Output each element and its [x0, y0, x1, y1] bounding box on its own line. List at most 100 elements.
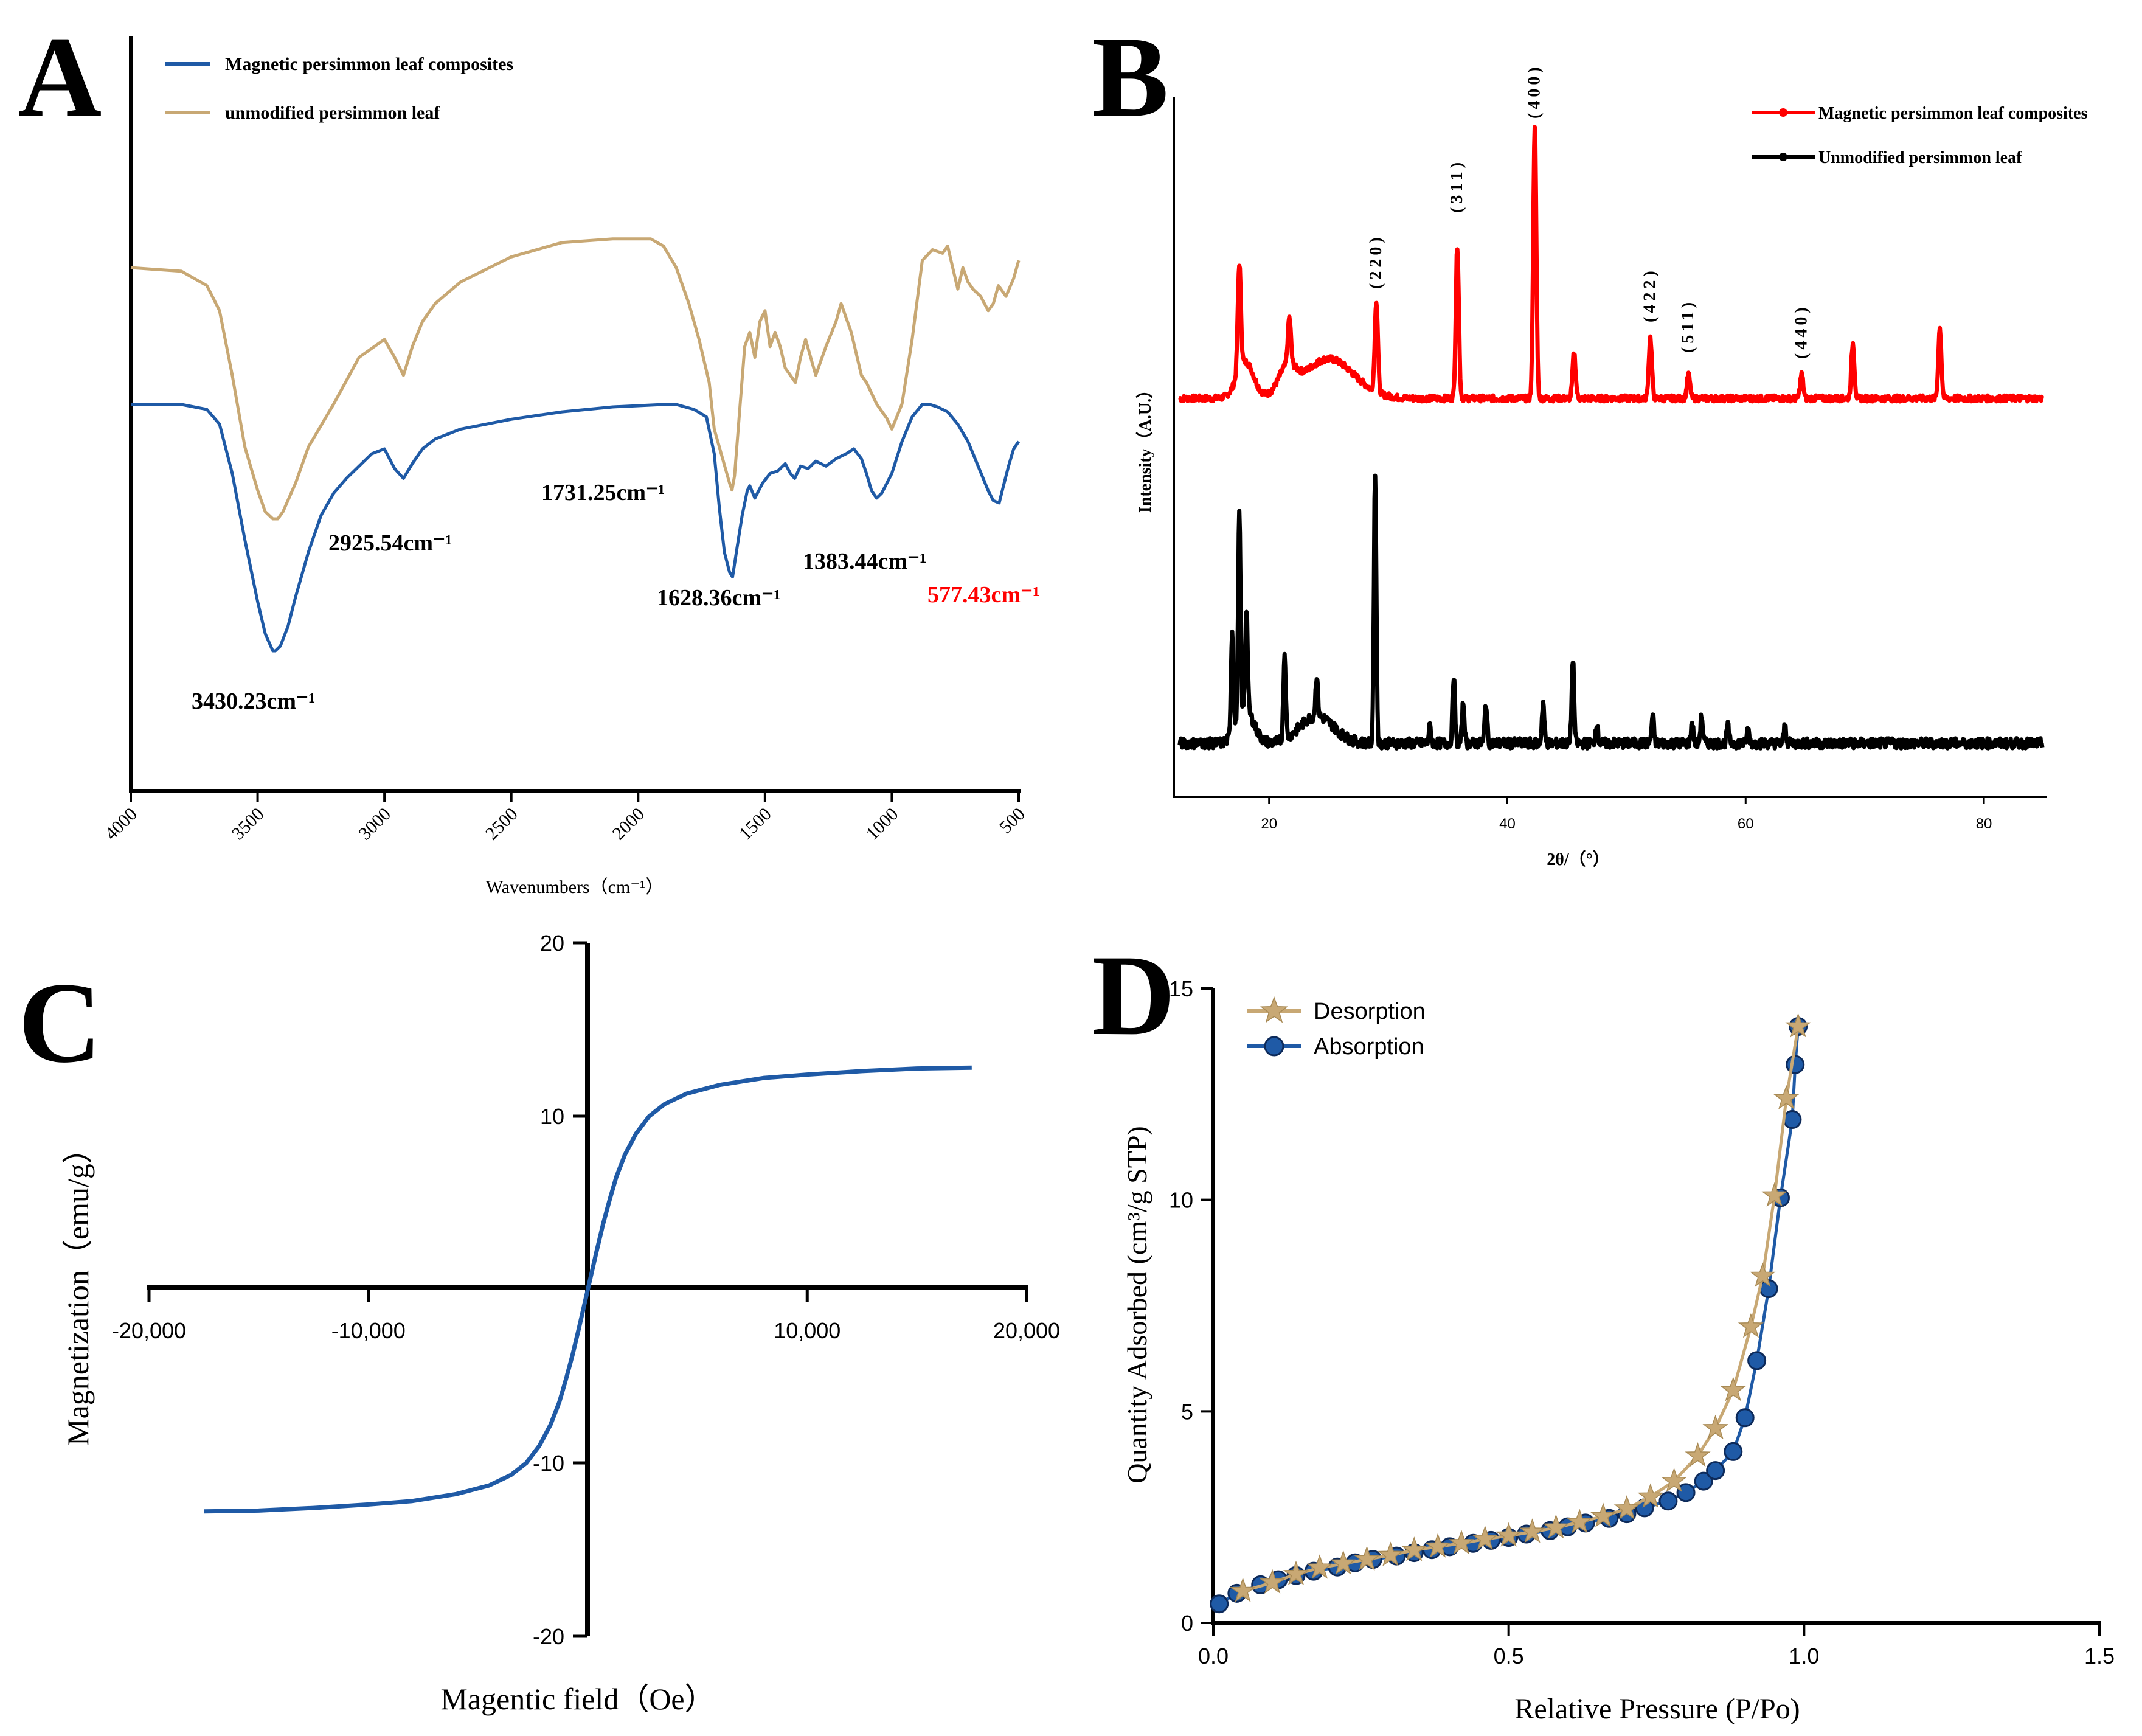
panel-d-desorption-point — [1424, 1533, 1451, 1558]
panel-d-x-tick-label: 0.5 — [1494, 1644, 1524, 1668]
panel-c-x-label: Magentic field（Oe） — [440, 1682, 715, 1716]
panel-d-desorption-point — [1685, 1442, 1711, 1467]
panel-c-x-tick-label: -10,000 — [331, 1318, 406, 1343]
panel-d-legend-absorption: Absorption — [1314, 1034, 1424, 1060]
panel-d-absorption-point — [1747, 1351, 1767, 1370]
panel-b-x-tick-label: 20 — [1261, 816, 1277, 832]
panel-c-y-tick-label: -20 — [533, 1624, 564, 1649]
panel-d-desorption-point — [1613, 1495, 1640, 1520]
panel-d-desorption-point — [1738, 1313, 1764, 1338]
panel-d-x-tick-label: 0.0 — [1198, 1644, 1229, 1668]
panel-a-series — [130, 237, 1021, 653]
panel-a-annotation-1383: 1383.44cm⁻¹ — [803, 549, 926, 574]
panel-a-x-tick-label: 1500 — [735, 804, 775, 844]
panel-d-legend-star — [1260, 996, 1288, 1023]
panel-a: A 4000 3500 3000 2500 2000 1500 1000 500 Magnet… — [18, 13, 1039, 897]
panel-d-desorption-point — [1472, 1526, 1498, 1550]
panel-d-y-label: Quantity Adsorbed (cm³/g STP) — [1121, 1126, 1152, 1483]
panel-b-x-label: 2θ/（°） — [1547, 849, 1610, 869]
panel-a-x-tick-label: 3000 — [355, 804, 395, 844]
panel-b-series-line-magnetic — [1178, 125, 2045, 404]
panel-d-desorption-point — [1306, 1554, 1333, 1579]
panel-d-desorption-point — [1702, 1414, 1728, 1440]
panel-a-annotation-3430: 3430.23cm⁻¹ — [192, 689, 315, 714]
panel-d-desorption-point — [1448, 1530, 1475, 1555]
panel-c-x-tick-label: 10,000 — [774, 1318, 841, 1343]
panel-a-x-tick-label: 2000 — [608, 804, 648, 844]
panel-a-annotation-1628: 1628.36cm⁻¹ — [657, 585, 780, 611]
panel-b-peak-label: (311) — [1447, 159, 1466, 213]
panel-a-series-line-magnetic — [131, 403, 1021, 653]
panel-d-desorption-point — [1785, 1013, 1811, 1038]
panel-d-series-line-desorption — [1242, 1026, 1800, 1593]
panel-d-desorption-point — [1750, 1262, 1776, 1287]
panel-d-legend-star-marker — [1260, 996, 1288, 1023]
panel-a-x-label: Wavenumbers（cm⁻¹） — [486, 877, 664, 897]
panel-d-series — [1210, 1013, 1811, 1614]
panel-c-label: C — [18, 959, 102, 1087]
panel-c-x-tick-label: -20,000 — [112, 1318, 186, 1343]
panel-b-peak-labels: (220) (311) (400) (422) (511) (440) — [1367, 63, 1811, 359]
panel-a-annotation-1731: 1731.25cm⁻¹ — [541, 480, 665, 505]
panel-c-y-tick-label: 10 — [540, 1104, 564, 1129]
panel-b-y-label: Intensity（A.U.） — [1135, 381, 1155, 513]
panel-c-y-tick-label: 20 — [540, 931, 564, 956]
panel-d-series-line-absorption — [1218, 1026, 1800, 1605]
panel-a-legend-unmodified: unmodified persimmon leaf — [225, 103, 440, 123]
panel-b-legend-marker-magnetic — [1779, 108, 1787, 117]
panel-d-x-label: Relative Pressure (P/Po) — [1514, 1693, 1800, 1725]
panel-d-absorption-point — [1735, 1408, 1755, 1428]
panel-a-x-ticks: 4000 3500 3000 2500 2000 1500 1000 500 — [101, 791, 1029, 844]
panel-d-x-tick-label: 1.5 — [2084, 1644, 2115, 1668]
panel-d-desorption-point — [1230, 1577, 1256, 1602]
panel-b-x-ticks: 20 40 60 80 — [1261, 797, 1992, 832]
panel-c-ticks: -20,000 -10,000 10,000 20,000 20 10 -10 -20 — [112, 931, 1060, 1649]
panel-d-desorption-point — [1567, 1509, 1593, 1533]
panel-a-x-tick-label: 4000 — [101, 804, 141, 844]
panel-d-desorption-point — [1496, 1522, 1522, 1547]
panel-a-x-tick-label: 3500 — [228, 804, 268, 844]
panel-d-label: D — [1092, 932, 1175, 1060]
panel-d-ticks: 0.0 0.5 1.0 1.5 0 5 10 15 — [1169, 976, 2115, 1668]
panel-d-absorption-point — [1658, 1491, 1678, 1511]
panel-a-x-tick-label: 500 — [996, 804, 1029, 838]
panel-a-label: A — [18, 13, 102, 141]
panel-b-legend-magnetic: Magnetic persimmon leaf composites — [1818, 104, 2088, 123]
panel-d-desorption-point — [1761, 1182, 1787, 1207]
panel-d-absorption-point — [1783, 1110, 1802, 1130]
panel-d-y-tick-label: 10 — [1169, 1188, 1193, 1213]
panel-d-desorption-point — [1519, 1518, 1545, 1543]
panel-b-legend-marker-unmodified — [1779, 153, 1787, 161]
panel-d-desorption-point — [1590, 1502, 1617, 1527]
panel-b-peak-label: (511) — [1679, 299, 1697, 353]
panel-c-series — [204, 1065, 972, 1514]
panel-b-x-tick-label: 40 — [1499, 816, 1516, 832]
panel-d-desorption-point — [1401, 1536, 1427, 1561]
panel-b-peak-label: (220) — [1367, 234, 1385, 289]
panel-d-desorption-point — [1330, 1550, 1356, 1575]
panel-d-desorption-point — [1259, 1569, 1286, 1594]
panel-d-absorption-point — [1210, 1594, 1229, 1614]
panel-d-y-tick-label: 5 — [1181, 1399, 1193, 1424]
panel-d-desorption-point — [1283, 1560, 1309, 1586]
panel-d-desorption-point — [1378, 1541, 1404, 1566]
panel-a-series-line-unmodified — [130, 237, 1021, 521]
panel-b-series-line-unmodified — [1177, 473, 2045, 751]
panel-b-peak-label: (422) — [1641, 267, 1660, 322]
panel-c-x-tick-label: 20,000 — [993, 1318, 1060, 1343]
panel-d-desorption-point — [1543, 1514, 1569, 1539]
panel-d-desorption-point — [1354, 1546, 1380, 1571]
panel-b-x-tick-label: 80 — [1976, 816, 1992, 832]
panel-b-x-tick-label: 60 — [1738, 816, 1754, 832]
panel-b-peak-label: (440) — [1792, 304, 1811, 359]
panel-a-annotation-577: 577.43cm⁻¹ — [927, 582, 1039, 608]
panel-d-absorption-point — [1694, 1471, 1713, 1491]
panel-a-annotation-2925: 2925.54cm⁻¹ — [328, 530, 452, 556]
panel-d-absorption-point — [1676, 1483, 1696, 1502]
panel-d-legend-circle-marker — [1264, 1036, 1284, 1057]
panel-d-y-tick-label: 15 — [1169, 976, 1193, 1001]
panel-d-y-tick-label: 0 — [1181, 1611, 1193, 1636]
panel-b-peak-label: (400) — [1525, 63, 1544, 119]
panel-b-legend-unmodified: Unmodified persimmon leaf — [1818, 148, 2022, 167]
